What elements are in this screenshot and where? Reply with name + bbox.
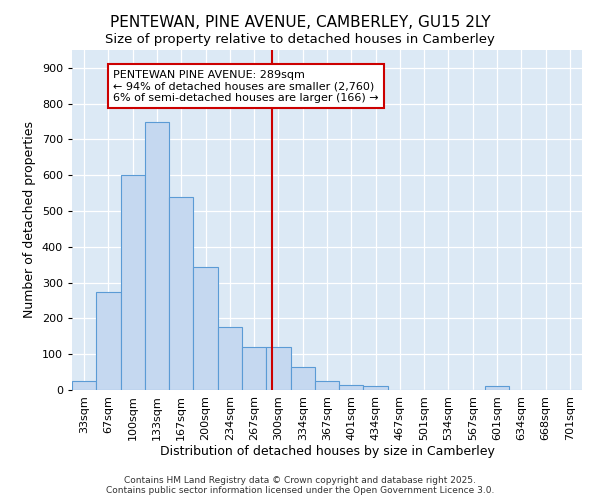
Bar (145, 122, 169, 390)
Bar (218, 328, 242, 390)
Bar (339, 384, 364, 390)
Bar (242, 347, 266, 390)
Bar (72, 381, 96, 390)
Y-axis label: Number of detached properties: Number of detached properties (23, 122, 36, 318)
Bar (193, 266, 218, 390)
X-axis label: Distribution of detached houses by size in Camberley: Distribution of detached houses by size … (160, 446, 494, 458)
Text: PENTEWAN PINE AVENUE: 289sqm
← 94% of detached houses are smaller (2,760)
6% of : PENTEWAN PINE AVENUE: 289sqm ← 94% of de… (113, 70, 379, 103)
Bar (290, 366, 315, 390)
Text: PENTEWAN, PINE AVENUE, CAMBERLEY, GU15 2LY: PENTEWAN, PINE AVENUE, CAMBERLEY, GU15 2… (110, 15, 490, 30)
Bar (169, 196, 193, 390)
Bar (485, 386, 509, 390)
Bar (364, 386, 388, 390)
Text: Size of property relative to detached houses in Camberley: Size of property relative to detached ho… (105, 32, 495, 46)
Bar (266, 347, 290, 390)
Text: Contains HM Land Registry data © Crown copyright and database right 2025.
Contai: Contains HM Land Registry data © Crown c… (106, 476, 494, 495)
Bar (96, 292, 121, 390)
Bar (121, 176, 145, 390)
Bar (315, 381, 339, 390)
